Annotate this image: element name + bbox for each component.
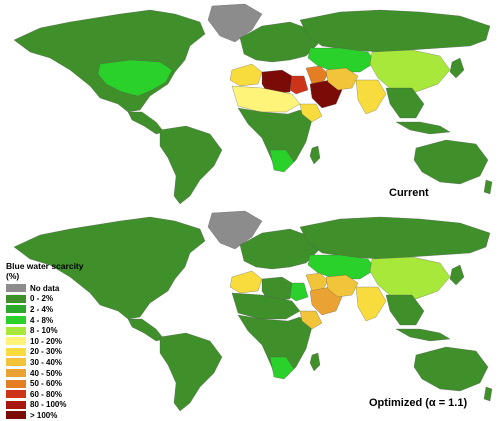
libya — [261, 276, 293, 302]
north-america — [13, 216, 206, 320]
russia — [299, 216, 491, 260]
china — [369, 49, 451, 93]
sahel — [231, 292, 301, 320]
legend: Blue water scarcity (%) No data 0 - 2% 2 -… — [6, 261, 86, 421]
legend-item: 20 - 30% — [6, 347, 86, 358]
middle-east — [305, 272, 329, 292]
map-current: Current — [0, 0, 500, 207]
india — [355, 79, 387, 115]
japan — [449, 264, 465, 286]
legend-swatch — [6, 284, 26, 293]
libya — [261, 69, 293, 95]
world-map-optimized — [13, 210, 493, 412]
central-asia — [307, 47, 377, 73]
iran — [325, 274, 359, 298]
legend-item: 4 - 8% — [6, 315, 86, 326]
legend-item: 80 - 100% — [6, 400, 86, 411]
legend-label: 50 - 60% — [30, 379, 63, 389]
sub-saharan-africa — [237, 314, 313, 378]
legend-swatch — [6, 326, 26, 335]
legend-item: 40 - 50% — [6, 368, 86, 379]
madagascar — [309, 145, 321, 165]
legend-item: 8 - 10% — [6, 325, 86, 336]
legend-item: 2 - 4% — [6, 304, 86, 315]
europe — [239, 228, 319, 270]
legend-label: > 100% — [30, 410, 58, 420]
north-america — [13, 9, 206, 113]
china — [369, 256, 451, 300]
horn-africa — [299, 103, 323, 123]
legend-swatch — [6, 347, 26, 356]
legend-swatch — [6, 390, 26, 399]
south-america — [159, 125, 223, 205]
legend-title: Blue water scarcity (%) — [6, 261, 84, 281]
southeast-asia — [385, 294, 425, 326]
legend-label: 2 - 4% — [30, 304, 54, 314]
legend-swatch — [6, 337, 26, 346]
legend-item: 50 - 60% — [6, 378, 86, 389]
legend-swatch — [6, 294, 26, 303]
legend-label: 8 - 10% — [30, 326, 58, 336]
legend-label: 40 - 50% — [30, 368, 63, 378]
south-america — [159, 332, 223, 412]
southern-africa — [269, 149, 295, 173]
central-america — [127, 111, 165, 135]
legend-item: 60 - 80% — [6, 389, 86, 400]
legend-label: 4 - 8% — [30, 315, 54, 325]
horn-africa — [299, 310, 323, 330]
legend-swatch — [6, 316, 26, 325]
legend-label: 80 - 100% — [30, 400, 67, 410]
legend-item: No data — [6, 283, 86, 294]
central-america — [127, 318, 165, 342]
maghreb — [229, 270, 263, 294]
sahel — [231, 85, 301, 113]
egypt — [289, 282, 309, 302]
southeast-asia — [385, 87, 425, 119]
europe — [239, 21, 319, 63]
map-label-current: Current — [389, 187, 429, 199]
legend-label: 20 - 30% — [30, 347, 63, 357]
legend-label: 0 - 2% — [30, 294, 54, 304]
australia — [413, 139, 489, 185]
southern-africa — [269, 356, 295, 380]
map-optimized: Optimized (α = 1.1) — [0, 207, 500, 414]
usa — [97, 59, 173, 97]
world-map-current — [13, 3, 493, 205]
madagascar — [309, 352, 321, 372]
indonesia — [395, 121, 451, 135]
legend-swatch — [6, 369, 26, 378]
legend-swatch — [6, 400, 26, 409]
legend-item: 0 - 2% — [6, 294, 86, 305]
japan — [449, 57, 465, 79]
legend-items: No data 0 - 2% 2 - 4% 4 - 8% 8 - 10% 10 - 20%… — [6, 283, 86, 421]
indonesia — [395, 328, 451, 342]
legend-item: 30 - 40% — [6, 357, 86, 368]
legend-item: > 100% — [6, 410, 86, 421]
australia — [413, 346, 489, 392]
legend-item: 10 - 20% — [6, 336, 86, 347]
legend-label: 30 - 40% — [30, 357, 63, 367]
russia — [299, 9, 491, 53]
legend-swatch — [6, 358, 26, 367]
new-zealand — [483, 179, 493, 195]
india — [355, 286, 387, 322]
sub-saharan-africa — [237, 107, 313, 171]
egypt — [289, 75, 309, 95]
iran — [325, 67, 359, 91]
legend-label: No data — [30, 283, 60, 293]
legend-swatch — [6, 305, 26, 314]
legend-label: 60 - 80% — [30, 389, 63, 399]
legend-swatch — [6, 379, 26, 388]
new-zealand — [483, 386, 493, 402]
legend-label: 10 - 20% — [30, 336, 63, 346]
middle-east — [305, 65, 329, 85]
legend-swatch — [6, 411, 26, 420]
maghreb — [229, 63, 263, 87]
map-label-optimized: Optimized (α = 1.1) — [369, 397, 468, 409]
central-asia — [307, 254, 377, 280]
